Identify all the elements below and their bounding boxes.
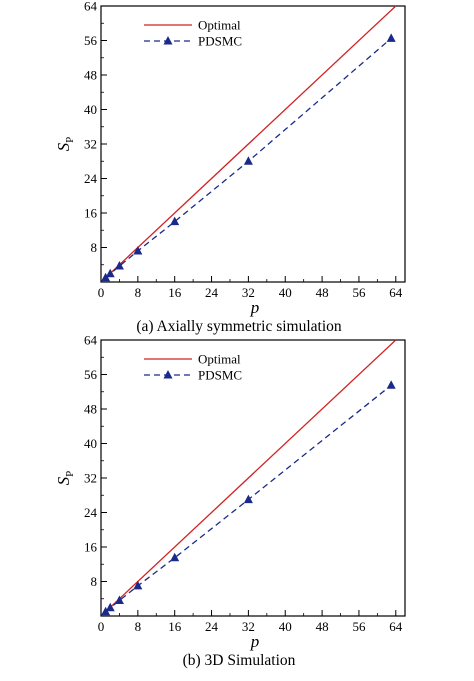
y-tick-label: 24 (84, 171, 98, 186)
y-axis-label: SP (54, 471, 76, 486)
legend-label: Optimal (198, 18, 241, 33)
figure-caption: (b) 3D Simulation (183, 652, 296, 669)
x-tick-label: 56 (352, 619, 366, 634)
y-axis-label-subscript: P (64, 137, 76, 143)
x-tick-label: 40 (279, 619, 292, 634)
y-tick-label: 40 (84, 102, 97, 117)
x-tick-label: 64 (389, 619, 403, 634)
x-tick-label: 24 (205, 619, 219, 634)
x-tick-label: 48 (316, 285, 329, 300)
legend-marker (163, 370, 173, 379)
series-optimal (105, 339, 397, 613)
data-point (170, 216, 180, 226)
data-point (133, 245, 143, 255)
data-point (101, 272, 111, 282)
y-tick-label: 8 (91, 574, 98, 589)
data-point (105, 268, 115, 278)
y-axis-label-main: S (54, 476, 73, 485)
data-point (243, 156, 253, 165)
y-tick-label: 48 (84, 402, 97, 417)
x-tick-label: 56 (352, 285, 366, 300)
x-tick-label: 64 (389, 285, 403, 300)
y-tick-label: 16 (84, 206, 98, 221)
y-tick-label: 32 (84, 137, 97, 152)
y-axis-label-subscript: P (64, 471, 76, 477)
x-tick-label: 32 (242, 619, 255, 634)
series-pdsmc (101, 380, 396, 616)
data-point (386, 33, 396, 42)
x-tick-label: 0 (98, 619, 105, 634)
data-point (243, 494, 253, 504)
chart-panel-2: 0 8 16 24 32 40 48 56 64 8 16 24 32 40 48 56 64 p SP Optima… (54, 333, 406, 669)
data-point (170, 552, 180, 562)
data-point (114, 261, 124, 270)
data-point (133, 580, 143, 590)
y-tick-label: 16 (84, 540, 98, 555)
plot-frame (100, 339, 406, 617)
data-point (101, 606, 111, 616)
y-tick-label: 64 (84, 333, 98, 348)
series-line (105, 5, 397, 279)
data-point (386, 380, 396, 389)
y-tick-label: 56 (84, 33, 98, 48)
data-point (114, 595, 124, 604)
y-tick-label: 48 (84, 68, 97, 83)
y-axis-label-main: S (54, 142, 73, 151)
legend-label: PDSMC (198, 368, 242, 383)
series-pdsmc (101, 33, 396, 282)
x-tick-label: 32 (242, 285, 255, 300)
x-axis-label: p (250, 298, 260, 317)
legend-marker (163, 36, 173, 45)
y-tick-label: 8 (91, 240, 98, 255)
data-point (105, 602, 115, 612)
x-axis-label: p (250, 632, 260, 651)
series-line (105, 339, 397, 613)
y-axis-label: SP (54, 137, 76, 152)
chart-panel-1: 0 8 16 24 32 40 48 56 64 8 16 24 32 40 48 56 64 p SP Optima… (54, 0, 406, 335)
series-optimal (105, 5, 397, 279)
x-tick-label: 0 (98, 285, 105, 300)
y-tick-label: 40 (84, 436, 97, 451)
x-tick-label: 24 (205, 285, 219, 300)
y-tick-label: 56 (84, 367, 98, 382)
x-tick-label: 8 (135, 285, 142, 300)
legend-label: PDSMC (198, 34, 242, 49)
y-tick-label: 32 (84, 471, 97, 486)
y-tick-label: 24 (84, 505, 98, 520)
legend-label: Optimal (198, 352, 241, 367)
plot-frame (100, 5, 406, 283)
x-tick-label: 8 (135, 619, 142, 634)
x-tick-label: 16 (168, 619, 182, 634)
figure-caption: (a) Axially symmetric simulation (136, 318, 342, 335)
y-tick-label: 64 (84, 0, 98, 14)
x-tick-label: 16 (168, 285, 182, 300)
x-tick-label: 40 (279, 285, 292, 300)
x-tick-label: 48 (316, 619, 329, 634)
